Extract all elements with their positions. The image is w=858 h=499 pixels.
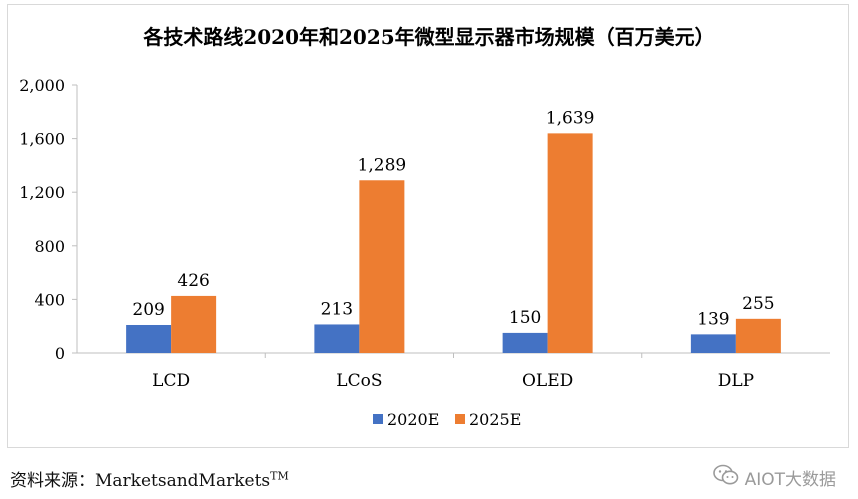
bar-2025E-DLP xyxy=(735,318,781,353)
data-label: 426 xyxy=(177,271,209,291)
bar-2025E-LCD xyxy=(171,295,217,353)
bar-2025E-LCoS xyxy=(359,180,405,353)
bar-2020E-LCD xyxy=(126,324,172,353)
bar-2020E-OLED xyxy=(502,332,548,353)
y-tick-label: 800 xyxy=(34,237,65,256)
bar-2020E-DLP xyxy=(690,334,736,353)
data-label: 150 xyxy=(509,308,541,328)
wechat-icon xyxy=(712,464,739,491)
data-label: 1,639 xyxy=(546,108,595,128)
source-note: 资料来源：MarketsandMarketsTM xyxy=(10,466,289,491)
data-label: 139 xyxy=(697,309,729,329)
source-label: 资料来源： xyxy=(10,471,95,491)
bar-2025E-OLED xyxy=(547,133,593,353)
legend-label: 2025E xyxy=(469,410,521,429)
legend-swatch xyxy=(455,414,465,424)
y-tick-label: 0 xyxy=(55,344,65,363)
x-tick-label: OLED xyxy=(522,371,573,391)
watermark: AIOT大数据 xyxy=(712,464,836,491)
y-tick-label: 1,200 xyxy=(19,183,65,202)
x-tick-label: LCD xyxy=(152,371,190,391)
bars xyxy=(126,133,781,353)
y-tick-label: 400 xyxy=(34,290,65,309)
legend: 2020E 2025E xyxy=(373,410,521,429)
x-tick-label: LCoS xyxy=(336,371,382,391)
data-label: 209 xyxy=(132,300,164,320)
y-tick-label: 2,000 xyxy=(19,76,65,95)
legend-swatch xyxy=(373,414,383,424)
legend-label: 2020E xyxy=(387,410,439,429)
data-label: 1,289 xyxy=(358,155,407,175)
watermark-text: AIOT大数据 xyxy=(744,470,836,490)
source-name: MarketsandMarkets xyxy=(95,471,271,491)
data-label: 213 xyxy=(321,299,353,319)
bar-chart: 各技术路线2020年和2025年微型显示器市场规模（百万美元） 0 400 800 1… xyxy=(19,25,830,429)
y-tick-label: 1,600 xyxy=(19,130,65,149)
chart-title: 各技术路线2020年和2025年微型显示器市场规模（百万美元） xyxy=(142,25,714,49)
x-tick-label: DLP xyxy=(718,371,754,391)
footer: 资料来源：MarketsandMarketsTM AIOT大数据 xyxy=(0,458,858,499)
data-label: 255 xyxy=(742,294,774,314)
chart-frame xyxy=(7,4,849,448)
axes: 0 400 800 1,200 1,600 2,000 LCD LCoS OLED DLP xyxy=(19,76,830,391)
trademark-mark: TM xyxy=(270,469,289,483)
bar-2020E-LCoS xyxy=(314,324,360,353)
data-labels: 209 426 213 1,289 150 1,639 139 255 xyxy=(132,108,774,329)
